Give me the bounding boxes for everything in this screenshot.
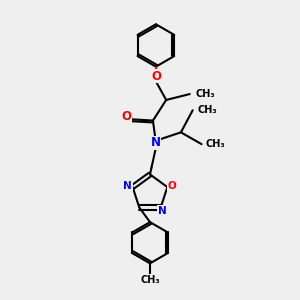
Text: O: O xyxy=(168,181,177,190)
Text: CH₃: CH₃ xyxy=(195,89,215,99)
Text: N: N xyxy=(123,181,132,190)
Text: CH₃: CH₃ xyxy=(140,274,160,285)
Text: O: O xyxy=(151,70,161,83)
Text: CH₃: CH₃ xyxy=(197,105,217,115)
Text: CH₃: CH₃ xyxy=(206,139,226,149)
Text: O: O xyxy=(122,110,131,123)
Text: N: N xyxy=(151,136,161,149)
Text: N: N xyxy=(158,206,167,216)
